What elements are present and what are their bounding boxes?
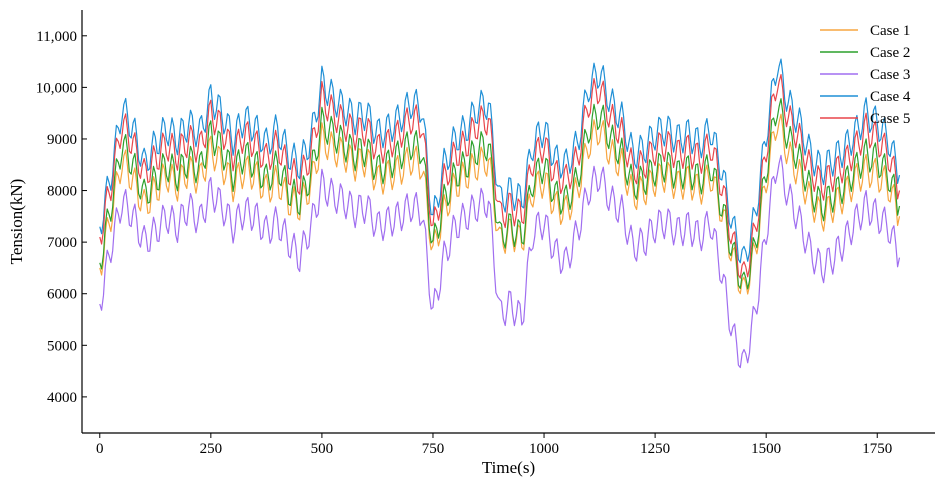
legend-label: Case 3 [870,67,910,83]
legend-label: Case 2 [870,45,910,61]
x-tick-label: 1750 [862,441,892,457]
x-tick-label: 1000 [529,441,559,457]
x-tick-label: 500 [311,441,334,457]
x-axis-title: Time(s) [482,458,535,477]
y-tick-label: 7000 [47,235,77,251]
legend-label: Case 4 [870,89,911,105]
y-tick-label: 5000 [47,338,77,354]
legend-label: Case 5 [870,111,910,127]
y-tick-label: 10,000 [36,80,77,96]
x-tick-label: 1250 [640,441,670,457]
x-tick-label: 1500 [751,441,781,457]
y-tick-label: 8000 [47,184,77,200]
series-layer [99,58,901,369]
legend-label: Case 1 [870,23,910,39]
y-tick-label: 4000 [47,390,77,406]
series-line-3 [99,154,901,369]
x-tick-label: 250 [200,441,223,457]
x-tick-label: 0 [96,441,104,457]
series-line-2 [99,98,901,290]
x-tick-label: 750 [422,441,445,457]
series-line-4 [99,58,901,264]
y-ticks: 4000 5000 6000 7000 8000 9000 10,000 11,000 [36,29,87,406]
y-tick-label: 6000 [47,287,77,303]
y-tick-label: 9000 [47,132,77,148]
legend: Case 1 Case 2 Case 3 Case 4 Case 5 [820,23,911,127]
x-ticks: 0 250 500 750 1000 1250 1500 1750 [96,433,892,457]
axes [81,10,935,434]
series-line-5 [99,74,901,279]
series-line-1 [99,113,901,295]
y-tick-label: 11,000 [36,29,77,45]
y-axis-title: Tension(kN) [7,179,26,265]
